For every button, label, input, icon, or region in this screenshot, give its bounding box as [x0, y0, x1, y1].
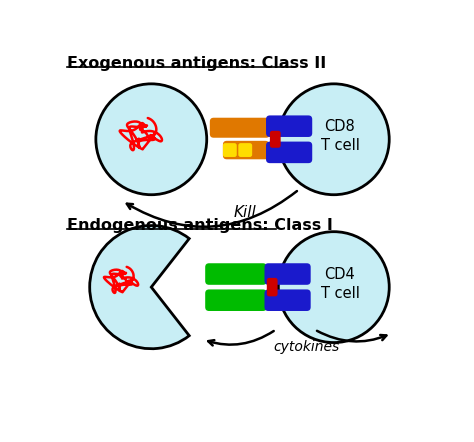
Circle shape [96, 84, 207, 195]
FancyBboxPatch shape [205, 290, 267, 311]
FancyBboxPatch shape [266, 115, 312, 137]
Text: Exogenous antigens: Class II: Exogenous antigens: Class II [66, 56, 326, 71]
Wedge shape [90, 225, 189, 349]
FancyBboxPatch shape [264, 263, 310, 285]
Text: Kill: Kill [234, 205, 256, 220]
Circle shape [278, 84, 389, 195]
Text: CD8
T cell: CD8 T cell [320, 119, 359, 153]
FancyBboxPatch shape [270, 131, 281, 148]
Text: CD4
T cell: CD4 T cell [320, 267, 359, 301]
Text: Endogenous antigens: Class I: Endogenous antigens: Class I [66, 218, 332, 233]
FancyBboxPatch shape [205, 263, 267, 285]
FancyBboxPatch shape [267, 278, 278, 296]
FancyBboxPatch shape [210, 118, 270, 138]
Text: cytokines: cytokines [273, 340, 340, 354]
FancyBboxPatch shape [223, 143, 237, 157]
FancyBboxPatch shape [264, 290, 310, 311]
FancyBboxPatch shape [266, 141, 312, 163]
FancyBboxPatch shape [238, 143, 252, 157]
FancyBboxPatch shape [223, 141, 269, 159]
Circle shape [278, 232, 389, 343]
